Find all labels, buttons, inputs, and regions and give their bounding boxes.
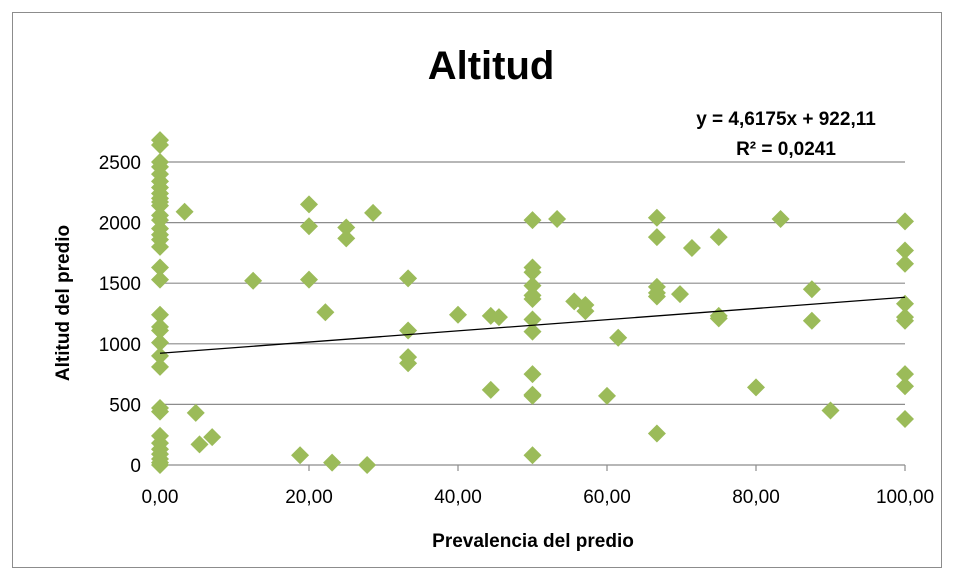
data-point — [523, 446, 542, 465]
data-point — [186, 403, 205, 422]
data-point — [449, 305, 467, 324]
data-point — [151, 456, 169, 474]
trendline-equation: y = 4,6175x + 922,11 — [696, 109, 876, 130]
data-point — [647, 208, 666, 227]
y-axis-title: Altitud del predio — [53, 225, 74, 381]
data-point — [300, 217, 318, 236]
x-tick-label: 60,00 — [583, 487, 631, 508]
y-tick-label: 500 — [109, 395, 141, 416]
x-axis-ticks: 0,00 20,00 40,00 60,00 80,00 100,00 — [142, 465, 934, 508]
data-point — [802, 280, 821, 299]
data-point — [151, 136, 169, 155]
data-point — [151, 346, 169, 365]
data-point — [291, 446, 310, 465]
data-point — [647, 228, 666, 247]
data-point — [300, 270, 318, 289]
y-tick-label: 2500 — [99, 153, 141, 174]
data-points — [151, 131, 914, 474]
data-point — [481, 380, 500, 399]
data-point — [151, 321, 169, 340]
data-point — [896, 254, 914, 273]
data-point — [523, 263, 542, 282]
data-point — [709, 228, 728, 247]
data-point — [576, 302, 595, 321]
data-point — [337, 218, 356, 237]
data-point — [523, 211, 542, 230]
data-point — [489, 308, 508, 327]
data-point — [151, 237, 169, 256]
data-point — [151, 196, 169, 215]
data-point — [523, 386, 542, 405]
data-point — [523, 289, 542, 308]
data-point — [244, 271, 263, 290]
data-point — [151, 333, 169, 352]
data-point — [647, 424, 666, 443]
data-point — [609, 328, 628, 347]
data-point — [896, 409, 914, 428]
x-tick-label: 80,00 — [732, 487, 780, 508]
data-point — [203, 428, 222, 447]
data-point — [747, 378, 765, 397]
x-tick-label: 100,00 — [876, 487, 934, 508]
y-tick-label: 1500 — [99, 274, 141, 295]
data-point — [364, 203, 383, 222]
data-point — [523, 322, 542, 341]
data-point — [896, 294, 914, 313]
data-point — [896, 365, 914, 384]
scatter-chart: 0,00 20,00 40,00 60,00 80,00 100,00 0 500 1000 1… — [53, 44, 934, 552]
x-tick-label: 0,00 — [142, 487, 179, 508]
data-point — [896, 311, 914, 330]
trendline — [159, 296, 906, 354]
x-tick-label: 40,00 — [434, 487, 482, 508]
data-point — [647, 287, 666, 306]
chart-title: Altitud — [428, 44, 555, 88]
x-axis-title: Prevalencia del predio — [432, 531, 634, 552]
y-tick-label: 0 — [130, 456, 141, 477]
data-point — [523, 365, 542, 384]
data-point — [151, 357, 169, 376]
y-tick-label: 1000 — [99, 335, 141, 356]
data-point — [399, 321, 418, 340]
x-tick-label: 20,00 — [285, 487, 333, 508]
data-point — [548, 209, 567, 228]
data-point — [175, 202, 194, 221]
data-point — [151, 270, 169, 289]
data-point — [358, 456, 377, 474]
data-point — [682, 239, 701, 258]
data-point — [523, 310, 542, 329]
data-point — [151, 258, 169, 277]
data-point — [399, 354, 418, 373]
data-point — [523, 276, 542, 295]
data-point — [151, 402, 169, 421]
data-point — [802, 311, 821, 330]
data-point — [399, 269, 418, 288]
trendline-r-squared: R² = 0,0241 — [736, 139, 836, 160]
data-point — [151, 305, 169, 324]
chart-area: 0,00 20,00 40,00 60,00 80,00 100,00 0 500 1000 1… — [12, 12, 942, 568]
data-point — [316, 303, 335, 322]
data-point — [190, 435, 209, 454]
data-point — [709, 309, 728, 328]
data-point — [671, 285, 690, 304]
data-point — [771, 209, 790, 228]
data-point — [323, 453, 342, 472]
data-point — [598, 386, 616, 405]
y-tick-label: 2000 — [99, 214, 141, 235]
y-axis-ticks: 0 500 1000 1500 2000 2500 — [99, 153, 141, 477]
data-point — [896, 241, 914, 260]
data-point — [337, 229, 356, 248]
data-point — [300, 195, 318, 214]
data-point — [896, 212, 914, 231]
data-point — [821, 401, 840, 420]
data-point — [896, 377, 914, 396]
